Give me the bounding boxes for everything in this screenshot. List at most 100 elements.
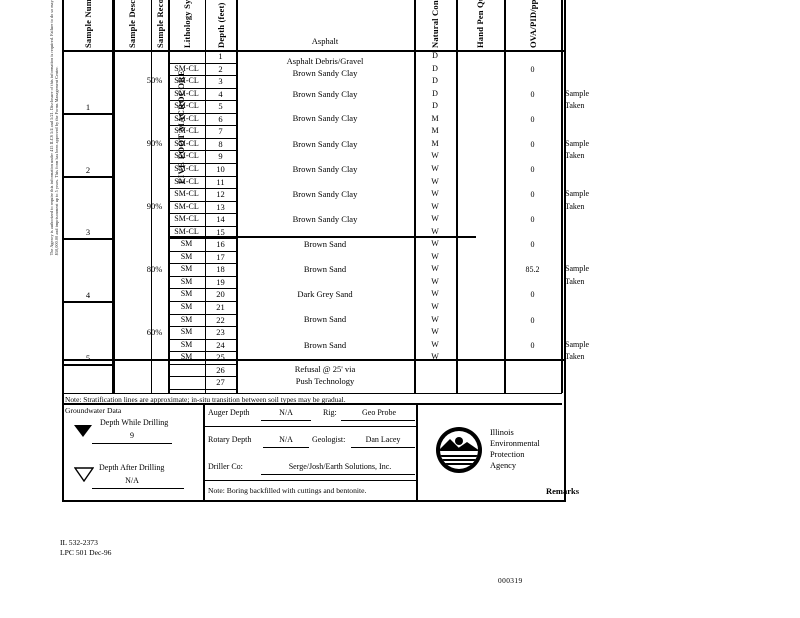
depth-cell: 6: [218, 113, 223, 124]
groundwater-title: Groundwater Data: [65, 406, 122, 415]
header-sample-number-label: Sample Number: [83, 0, 93, 48]
soil-description: Brown Sand: [303, 264, 347, 274]
natural-content-cell: W: [431, 251, 439, 261]
drill-row-divider-2: [205, 480, 418, 481]
depth-cell: 26: [216, 364, 225, 375]
row-rule: [168, 250, 236, 252]
depth-cell: 9: [218, 151, 223, 162]
agency-line-1: Illinois: [490, 428, 514, 437]
depth-cell: 4: [218, 88, 223, 99]
lithology-cell: SM-CL: [174, 63, 199, 73]
natural-content-cell: M: [431, 126, 439, 136]
row-rule: [168, 87, 236, 89]
surface-material-label: Asphalt: [311, 36, 339, 46]
depth-cell: 14: [216, 214, 225, 225]
col-rule-remarks: [561, 0, 563, 393]
ova-pid-cell: 0: [530, 315, 535, 325]
soil-description: Brown Sandy Clay: [292, 68, 358, 78]
sample-number-value: 3: [85, 227, 91, 238]
row-rule: [168, 313, 236, 315]
depth-after-drilling-underline: [92, 488, 184, 489]
depth-cell: 25: [216, 352, 225, 363]
natural-content-cell: W: [431, 201, 439, 211]
lithology-cell: SM-CL: [174, 189, 199, 199]
natural-content-cell: W: [431, 264, 439, 274]
lithology-cell: SM-CL: [174, 101, 199, 111]
lithology-cell: SM-CL: [174, 176, 199, 186]
soil-description: Push Technology: [295, 376, 355, 386]
row-rule: [168, 112, 236, 114]
rotary-depth-value[interactable]: N/A: [279, 435, 293, 444]
col-rule-natural-content: [414, 0, 416, 393]
col-rule-description: [236, 0, 238, 393]
soil-description: Brown Sandy Clay: [292, 214, 358, 224]
lithology-cell: SM: [180, 276, 193, 286]
row-rule: [168, 326, 236, 328]
rotary-depth-underline: [263, 447, 309, 448]
header-bottom-rule-left: [64, 50, 236, 52]
sample-recovery-value: 90%: [146, 138, 163, 148]
ova-pid-cell: 0: [530, 190, 535, 200]
driller-company-label: Driller Co:: [208, 462, 243, 471]
authorization-fine-print: The Agency is authorized to require this…: [48, 0, 59, 256]
natural-content-cell: W: [431, 314, 439, 324]
soil-description: Brown Sandy Clay: [292, 139, 358, 149]
natural-content-cell: W: [431, 189, 439, 199]
lithology-cell: SM-CL: [174, 214, 199, 224]
drilling-info-box: Auger Depth N/A Rig: Geo Probe Rotary De…: [205, 405, 418, 500]
sample-recovery-block: 60%: [147, 327, 168, 337]
lithology-cell: SM-CL: [174, 138, 199, 148]
col-rule-ova: [504, 0, 506, 393]
depth-cell: 27: [216, 377, 225, 388]
sample-number-block: 2: [64, 113, 112, 178]
auger-depth-value[interactable]: N/A: [279, 408, 293, 417]
backfill-note: Note: Boring backfilled with cuttings an…: [208, 486, 367, 495]
sample-number-block: 5: [64, 301, 112, 366]
lithology-cell: SM: [180, 302, 193, 311]
col-rule-a: [112, 0, 113, 393]
rig-value[interactable]: Geo Probe: [362, 408, 396, 417]
row-rule: [168, 75, 236, 77]
depth-cell: 13: [216, 201, 225, 212]
agency-line-4: Agency: [490, 461, 517, 470]
depth-cell: 10: [216, 163, 225, 174]
header-ova-pid: OVA/PID/ppm: [504, 0, 561, 50]
soil-description: Brown Sand: [303, 340, 347, 350]
row-rule: [168, 100, 236, 102]
header-sample-description: Sample Description: [113, 0, 151, 50]
header-remarks-label: Remarks: [545, 486, 580, 496]
sample-recovery-value: 80%: [146, 264, 163, 274]
sample-recovery-block: 90%: [147, 138, 168, 148]
auger-depth-label: Auger Depth: [208, 408, 250, 417]
depth-cell: 7: [218, 126, 223, 137]
row-rule: [168, 213, 236, 215]
depth-cell: 11: [216, 176, 225, 187]
row-rule: [168, 200, 236, 202]
depth-after-drilling-value[interactable]: N/A: [125, 476, 139, 485]
header-lithology-label: Lithology Symbol: [181, 0, 192, 48]
remarks-cell: Sample: [565, 339, 589, 349]
lithology-cell: SM: [180, 239, 193, 249]
depth-cell: 17: [216, 251, 225, 262]
soil-description: Refusal @ 25' via: [294, 364, 356, 374]
soil-description: Brown Sand: [303, 239, 347, 249]
ova-pid-cell: 0: [530, 290, 535, 300]
natural-content-cell: D: [432, 101, 438, 111]
lithology-cell: SM: [180, 251, 193, 261]
driller-company-value[interactable]: Serge/Josh/Earth Solutions, Inc.: [288, 462, 392, 471]
header-sample-description-label: Sample Description: [127, 0, 137, 48]
iepa-seal-icon: [436, 427, 482, 473]
natural-content-cell: W: [431, 239, 439, 249]
form-number-block: IL 532-2373 LPC 501 Dec-96: [60, 538, 111, 558]
rig-label: Rig:: [323, 408, 337, 417]
geologist-value[interactable]: Dan Lacey: [365, 435, 401, 444]
header-bottom-rule-right: [414, 50, 564, 52]
auger-depth-underline: [261, 420, 311, 421]
sample-number-value: 4: [85, 290, 91, 301]
lithology-cell: SM-CL: [174, 201, 199, 211]
col-rule-depth: [205, 0, 206, 393]
soil-description: Brown Sandy Clay: [292, 89, 358, 99]
depth-while-drilling-value[interactable]: 9: [130, 431, 134, 440]
row-rule: [168, 288, 236, 290]
ova-pid-cell: 0: [530, 240, 535, 250]
